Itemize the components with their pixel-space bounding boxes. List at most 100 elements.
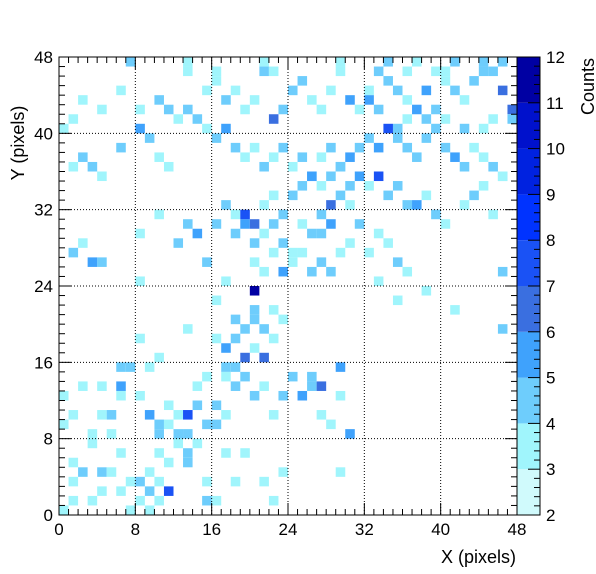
heatmap-cell	[335, 390, 346, 401]
y-tick-label: 16	[34, 353, 53, 372]
heatmap-cell	[183, 457, 193, 468]
colorbar-band	[517, 102, 540, 149]
heatmap-cell	[431, 209, 441, 220]
heatmap-cells	[59, 57, 517, 515]
heatmap-cell	[240, 209, 250, 220]
heatmap-cell	[507, 104, 517, 115]
heatmap-cell	[307, 95, 317, 105]
heatmap-cell	[440, 66, 451, 77]
x-tick-label: 32	[355, 520, 374, 539]
heatmap-cell	[221, 276, 231, 286]
heatmap-cell	[183, 429, 193, 439]
heatmap-cell	[316, 209, 327, 220]
heatmap-cell	[402, 114, 413, 124]
heatmap-cell	[440, 76, 451, 86]
grid-lines	[59, 57, 517, 515]
heatmap-cell	[440, 219, 451, 229]
heatmap-cell	[144, 505, 155, 515]
heatmap-cell	[192, 228, 203, 239]
heatmap-cell	[288, 247, 298, 258]
heatmap-cell	[154, 352, 164, 363]
heatmap-cell	[373, 228, 384, 239]
heatmap-cell	[288, 257, 298, 267]
heatmap-cell	[383, 238, 393, 248]
heatmap-cell	[154, 419, 164, 430]
heatmap-cell	[497, 324, 508, 334]
heatmap-cell	[59, 123, 69, 134]
heatmap-cell	[278, 266, 288, 277]
heatmap-cell	[268, 305, 279, 315]
heatmap-cell	[488, 161, 498, 172]
heatmap-cell	[412, 104, 422, 115]
heatmap-cell	[202, 476, 212, 487]
colorbar-tick-label: 8	[546, 231, 555, 250]
heatmap-cell	[345, 95, 355, 105]
y-tick-label: 8	[44, 430, 53, 449]
x-axis-title: X (pixels)	[441, 547, 516, 567]
heatmap-cell	[392, 133, 403, 143]
heatmap-cell	[125, 476, 136, 487]
heatmap-cell	[87, 257, 98, 267]
colorbar-band	[517, 57, 540, 103]
heatmap-cell	[97, 104, 107, 115]
heatmap-cell	[249, 142, 260, 153]
heatmap-cell	[230, 209, 241, 220]
heatmap-cell	[154, 495, 164, 506]
heatmap-cell	[364, 95, 374, 105]
heatmap-cell	[221, 343, 231, 353]
heatmap-cell	[402, 95, 413, 105]
heatmap-cell	[211, 400, 222, 411]
heatmap-cell	[144, 133, 155, 143]
heatmap-cell	[230, 142, 241, 153]
colorbar-tick-label: 11	[546, 94, 564, 113]
heatmap-cell	[163, 400, 174, 411]
heatmap-cell	[259, 352, 269, 363]
x-axis-ticks: 0 8 16 24 32 40 48	[54, 57, 526, 539]
y-tick-label: 32	[34, 201, 53, 220]
heatmap-cell	[106, 410, 117, 420]
heatmap-cell	[259, 66, 269, 77]
heatmap-cell	[192, 381, 203, 391]
heatmap-cell	[183, 410, 193, 420]
heatmap-cell	[335, 161, 346, 172]
heatmap-cell	[106, 467, 117, 477]
heatmap-cell	[278, 467, 288, 477]
heatmap-cell	[192, 438, 203, 449]
heatmap-cell	[288, 190, 298, 201]
heatmap-cell	[307, 266, 317, 277]
heatmap-cell	[354, 142, 365, 153]
y-tick-label: 0	[44, 506, 53, 525]
heatmap-cell	[97, 410, 107, 420]
heatmap-cell	[211, 76, 222, 86]
heatmap-cell	[259, 266, 269, 277]
heatmap-cell	[478, 57, 489, 67]
heatmap-cell	[307, 381, 317, 391]
heatmap-cell	[326, 142, 336, 153]
heatmap-cell	[450, 85, 460, 96]
heatmap-cell	[211, 495, 222, 506]
heatmap-cell	[412, 152, 422, 162]
heatmap-cell	[440, 114, 451, 124]
colorbar-title: Counts	[578, 58, 596, 115]
heatmap-cell	[202, 257, 212, 267]
heatmap-cell	[364, 85, 374, 96]
heatmap-cell	[297, 76, 308, 86]
heatmap-cell	[116, 381, 126, 391]
heatmap-cell	[459, 123, 470, 134]
heatmap-cell	[288, 371, 298, 382]
heatmap-cell	[335, 247, 346, 258]
heatmap-cell	[297, 390, 308, 401]
heatmap-cell	[345, 200, 355, 210]
heatmap-cell	[326, 419, 336, 430]
colorbar-tick-label: 12	[546, 48, 565, 67]
heatmap-cell	[345, 238, 355, 248]
heatmap-cell	[268, 152, 279, 162]
heatmap-cell	[240, 352, 250, 363]
heatmap-cell	[288, 161, 298, 172]
heatmap-cell	[364, 133, 374, 143]
heatmap-cell	[335, 190, 346, 201]
colorbar-band	[517, 194, 540, 241]
heatmap-cell	[144, 410, 155, 420]
heatmap-cell	[268, 66, 279, 77]
